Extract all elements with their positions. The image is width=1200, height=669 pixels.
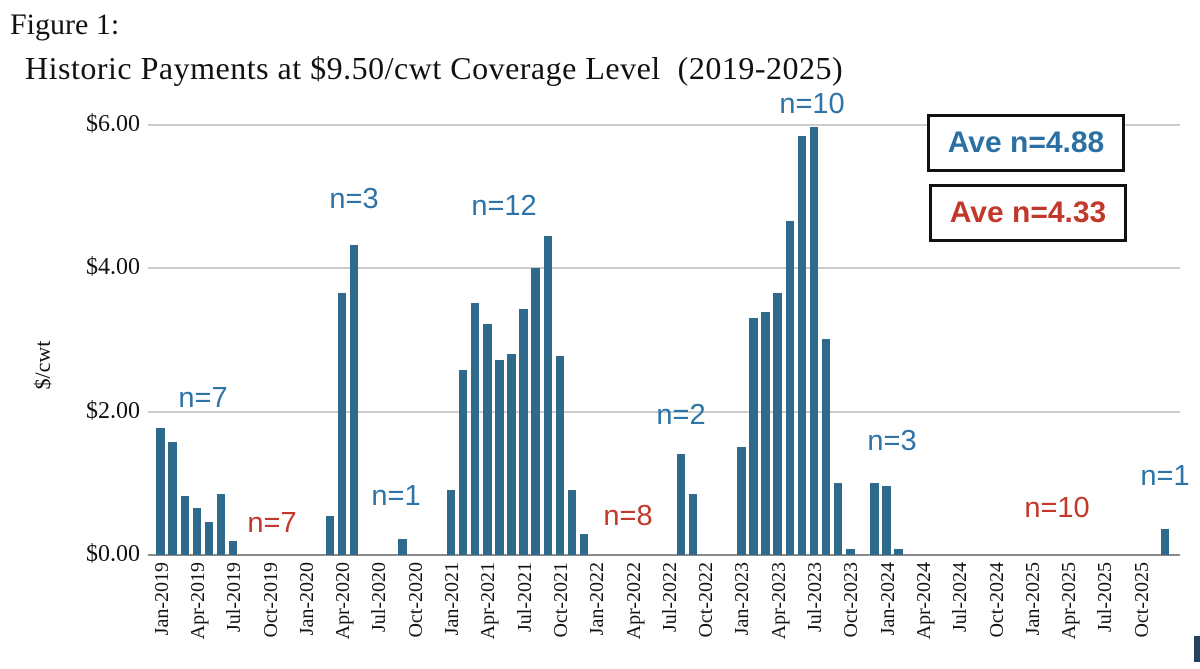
bar-Oct-2023	[846, 548, 855, 555]
y-tick-label: $0.00	[86, 541, 140, 567]
x-tick-label: Jan-2022	[586, 562, 609, 636]
y-tick-label: $4.00	[86, 254, 140, 281]
x-tick-label: Oct-2024	[985, 562, 1008, 638]
x-tick-label: Jul-2025	[1094, 562, 1117, 632]
x-tick-label: Jan-2020	[295, 562, 318, 636]
bar-Mar-2021	[470, 302, 480, 555]
legend-ave-red-label: Ave n=4.33	[949, 196, 1107, 229]
x-axis-baseline	[148, 554, 1180, 556]
x-tick-label: Jul-2019	[223, 562, 246, 632]
x-tick-label: Apr-2020	[332, 562, 355, 640]
bar-Feb-2023	[749, 318, 758, 555]
bar-Mar-2020	[325, 515, 335, 555]
bar-Oct-2021	[555, 355, 565, 555]
bar-Aug-2022	[676, 453, 686, 555]
bar-Jan-2023	[737, 447, 746, 555]
bar-Jul-2023	[809, 127, 819, 555]
y-tick-label: $2.00	[86, 397, 140, 424]
legend-ave-red: Ave n=4.33	[929, 184, 1127, 242]
gridline	[148, 267, 1180, 270]
x-tick-label: Apr-2022	[622, 562, 645, 640]
count-annotation: n=3	[867, 425, 917, 457]
bar-Feb-2021	[458, 370, 468, 555]
screen-edge-artifact	[1194, 636, 1200, 662]
x-tick-label: Jan-2025	[1021, 562, 1044, 636]
x-tick-label: Oct-2025	[1130, 562, 1153, 638]
bar-Apr-2019	[192, 508, 202, 555]
bar-Aug-2023	[821, 339, 831, 555]
bar-Dec-2023	[870, 482, 879, 555]
bar-Apr-2020	[337, 293, 347, 555]
bar-Jun-2019	[216, 494, 226, 555]
legend-ave-blue-label: Ave n=4.88	[947, 126, 1105, 159]
count-annotation: n=7	[178, 382, 228, 414]
count-annotation: n=1	[371, 480, 421, 512]
bar-May-2023	[785, 221, 795, 555]
count-annotation: n=8	[603, 500, 653, 532]
bar-May-2019	[204, 522, 214, 555]
bar-Dec-2021	[579, 534, 589, 555]
x-tick-label: Apr-2019	[186, 562, 209, 640]
x-tick-label: Jul-2023	[804, 562, 826, 632]
x-tick-label: Apr-2025	[1058, 562, 1081, 640]
bar-May-2020	[349, 245, 359, 555]
bar-Apr-2023	[773, 292, 782, 555]
x-tick-label: Oct-2023	[840, 562, 863, 638]
x-tick-label: Jul-2022	[658, 562, 681, 632]
bar-Dec-2025	[1160, 529, 1170, 555]
bar-Sep-2023	[833, 482, 843, 555]
bar-Mar-2019	[180, 496, 190, 555]
x-tick-label: Jul-2024	[949, 562, 972, 632]
bar-Jun-2021	[507, 354, 516, 555]
y-axis-title: $/cwt	[30, 340, 55, 390]
bar-Sep-2021	[543, 236, 553, 555]
gridline	[148, 410, 1180, 413]
x-tick-label: Jan-2024	[876, 562, 899, 636]
x-tick-label: Oct-2021	[549, 562, 572, 638]
count-annotation: n=10	[1024, 492, 1090, 524]
x-tick-label: Jul-2021	[513, 562, 536, 632]
bar-Nov-2021	[567, 490, 577, 555]
count-annotation: n=12	[471, 190, 537, 222]
x-tick-label: Jan-2021	[441, 562, 463, 636]
bar-Sep-2022	[688, 494, 698, 555]
legend-ave-blue: Ave n=4.88	[927, 114, 1125, 172]
chart-title: Historic Payments at $9.50/cwt Coverage …	[25, 50, 844, 86]
bar-Feb-2024	[894, 549, 903, 555]
count-annotation: n=1	[1140, 460, 1190, 492]
bar-Aug-2021	[531, 268, 540, 555]
count-annotation: n=10	[779, 88, 845, 120]
x-tick-label: Oct-2019	[259, 562, 282, 638]
bar-Jan-2024	[882, 486, 891, 555]
bar-Sep-2020	[398, 539, 407, 555]
x-tick-label: Apr-2021	[477, 562, 500, 640]
count-annotation: n=7	[247, 507, 297, 539]
bar-Jul-2019	[228, 541, 238, 555]
bar-May-2021	[495, 360, 504, 555]
y-tick-label: $6.00	[86, 110, 140, 137]
bar-Apr-2021	[483, 324, 492, 555]
bar-Jan-2021	[446, 490, 456, 555]
x-tick-label: Jul-2020	[368, 562, 391, 632]
figure-label: Figure 1:	[10, 8, 120, 41]
bar-Jan-2019	[156, 428, 165, 555]
count-annotation: n=2	[656, 399, 706, 431]
bar-Jun-2023	[797, 135, 807, 555]
x-tick-label: Oct-2020	[404, 562, 427, 638]
bar-Mar-2023	[761, 312, 770, 555]
x-tick-label: Jan-2019	[150, 562, 173, 636]
count-annotation: n=3	[329, 183, 379, 215]
x-tick-label: Apr-2024	[912, 562, 935, 640]
bar-Jul-2021	[519, 309, 528, 555]
x-tick-label: Apr-2023	[767, 562, 790, 640]
x-tick-label: Jan-2023	[731, 562, 754, 636]
x-tick-label: Oct-2022	[695, 562, 718, 638]
bar-Feb-2019	[168, 441, 177, 555]
gridline	[148, 123, 1180, 126]
